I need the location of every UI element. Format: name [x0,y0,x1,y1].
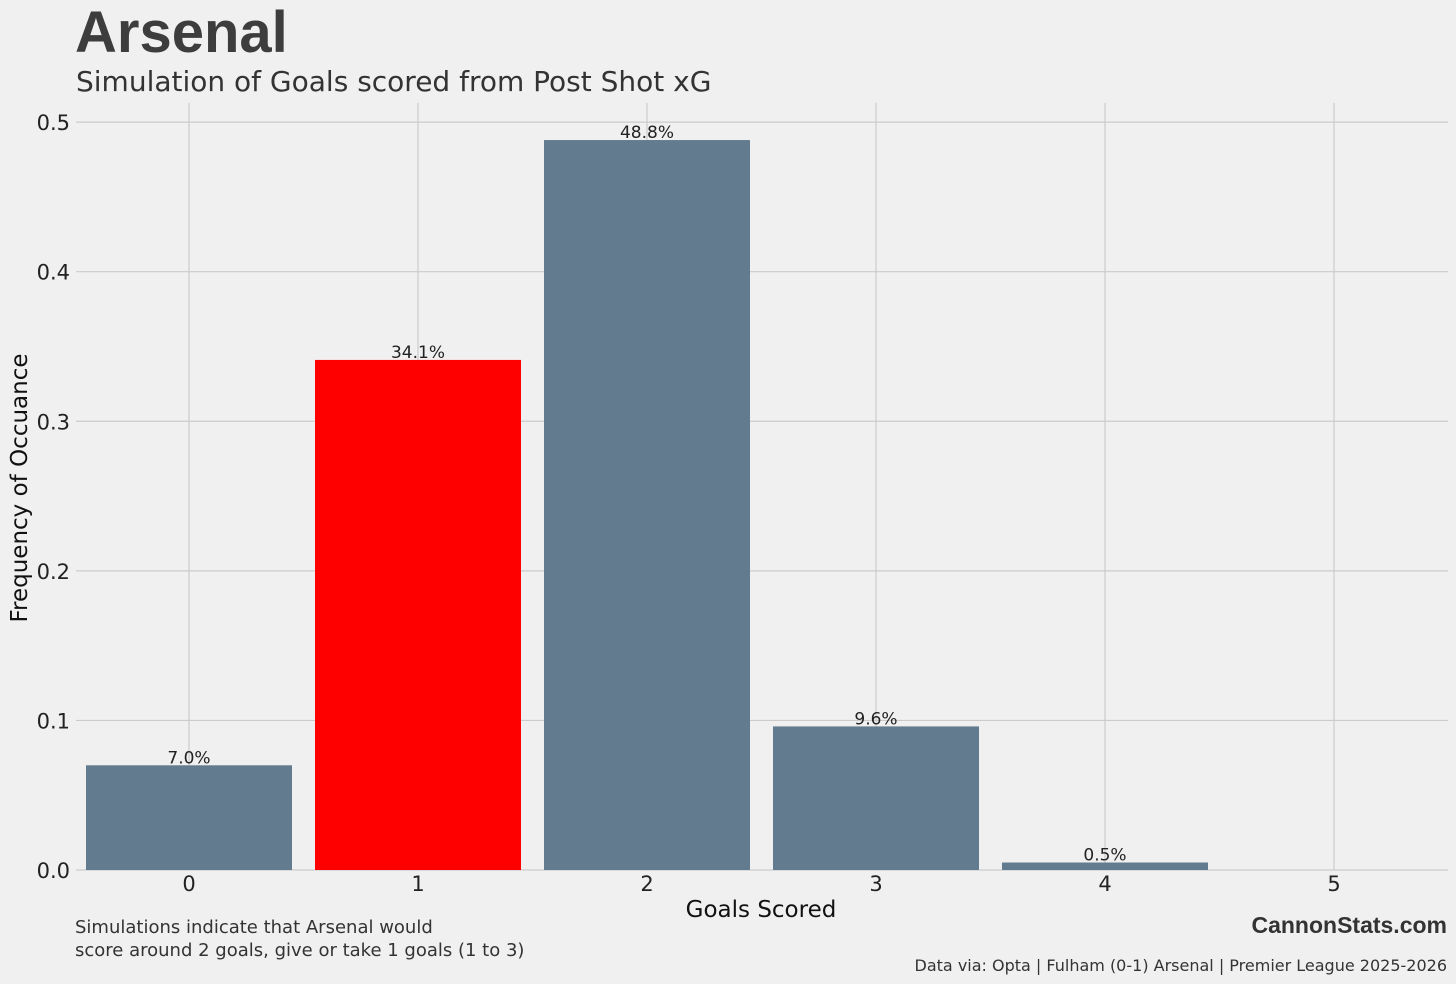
brand-watermark: CannonStats.com [1251,912,1447,938]
data-label-4: 0.5% [1083,846,1126,866]
footnote: Simulations indicate that Arsenal would … [75,917,525,961]
bar-2 [544,140,750,870]
y-tick-label: 0.3 [37,410,70,434]
x-tick-label: 2 [640,872,653,896]
data-source: Data via: Opta | Fulham (0-1) Arsenal | … [914,956,1447,975]
x-tick-label: 3 [869,872,882,896]
x-axis-ticks: 0 1 2 3 4 5 [182,872,1340,896]
chart-title: Arsenal [75,0,288,65]
data-labels: 7.0% 34.1% 48.8% 9.6% 0.5% [167,123,1126,865]
data-label-3: 9.6% [854,709,897,729]
data-label-2: 48.8% [620,123,674,143]
y-tick-label: 0.0 [37,859,70,883]
chart-subtitle: Simulation of Goals scored from Post Sho… [76,65,712,98]
x-tick-label: 5 [1327,872,1340,896]
data-label-0: 7.0% [167,748,210,768]
data-label-1: 34.1% [391,343,445,363]
y-tick-label: 0.4 [37,261,70,285]
x-tick-label: 4 [1098,872,1111,896]
bar-1 [315,359,521,870]
y-axis-label: Frequency of Occuance [7,353,33,622]
bar-0 [86,765,292,870]
bar-3 [773,726,979,870]
x-tick-label: 1 [411,872,424,896]
y-tick-label: 0.1 [37,709,70,733]
bars [86,140,1208,870]
x-tick-label: 0 [182,872,195,896]
bar-4 [1002,862,1208,870]
y-tick-label: 0.5 [37,111,70,135]
gridlines [76,103,1448,871]
x-axis-label: Goals Scored [686,897,837,923]
y-axis-ticks: 0.0 0.1 0.2 0.3 0.4 0.5 [37,111,70,883]
y-tick-label: 0.2 [37,560,70,584]
